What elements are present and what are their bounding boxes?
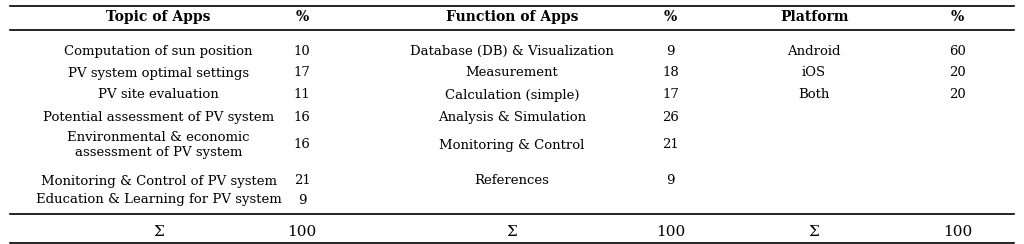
Text: 17: 17 (663, 89, 679, 102)
Text: Topic of Apps: Topic of Apps (106, 10, 211, 24)
Text: PV system optimal settings: PV system optimal settings (69, 67, 249, 80)
Text: 9: 9 (667, 174, 675, 187)
Text: Σ: Σ (507, 225, 517, 239)
Text: iOS: iOS (802, 67, 826, 80)
Text: Monitoring & Control of PV system: Monitoring & Control of PV system (41, 174, 276, 187)
Text: Analysis & Simulation: Analysis & Simulation (438, 111, 586, 123)
Text: Potential assessment of PV system: Potential assessment of PV system (43, 111, 274, 123)
Text: Calculation (simple): Calculation (simple) (444, 89, 580, 102)
Text: %: % (951, 10, 964, 24)
Text: 9: 9 (667, 44, 675, 58)
Text: PV site evaluation: PV site evaluation (98, 89, 219, 102)
Text: 18: 18 (663, 67, 679, 80)
Text: 11: 11 (294, 89, 310, 102)
Text: 26: 26 (663, 111, 679, 123)
Text: 16: 16 (294, 111, 310, 123)
Text: 21: 21 (294, 174, 310, 187)
Text: 10: 10 (294, 44, 310, 58)
Text: Monitoring & Control: Monitoring & Control (439, 139, 585, 152)
Text: 9: 9 (298, 193, 306, 206)
Text: Σ: Σ (154, 225, 164, 239)
Text: Computation of sun position: Computation of sun position (65, 44, 253, 58)
Text: Database (DB) & Visualization: Database (DB) & Visualization (410, 44, 614, 58)
Text: 17: 17 (294, 67, 310, 80)
Text: Σ: Σ (809, 225, 819, 239)
Text: 21: 21 (663, 139, 679, 152)
Text: %: % (665, 10, 677, 24)
Text: Measurement: Measurement (466, 67, 558, 80)
Text: Platform: Platform (780, 10, 848, 24)
Text: References: References (474, 174, 550, 187)
Text: Education & Learning for PV system: Education & Learning for PV system (36, 193, 282, 206)
Text: 20: 20 (949, 67, 966, 80)
Text: Android: Android (787, 44, 841, 58)
Text: Both: Both (799, 89, 829, 102)
Text: 100: 100 (656, 225, 685, 239)
Text: 100: 100 (288, 225, 316, 239)
Text: 60: 60 (949, 44, 966, 58)
Text: Environmental & economic
assessment of PV system: Environmental & economic assessment of P… (68, 131, 250, 159)
Text: 100: 100 (943, 225, 972, 239)
Text: %: % (296, 10, 308, 24)
Text: 16: 16 (294, 139, 310, 152)
Text: 20: 20 (949, 89, 966, 102)
Text: Function of Apps: Function of Apps (445, 10, 579, 24)
